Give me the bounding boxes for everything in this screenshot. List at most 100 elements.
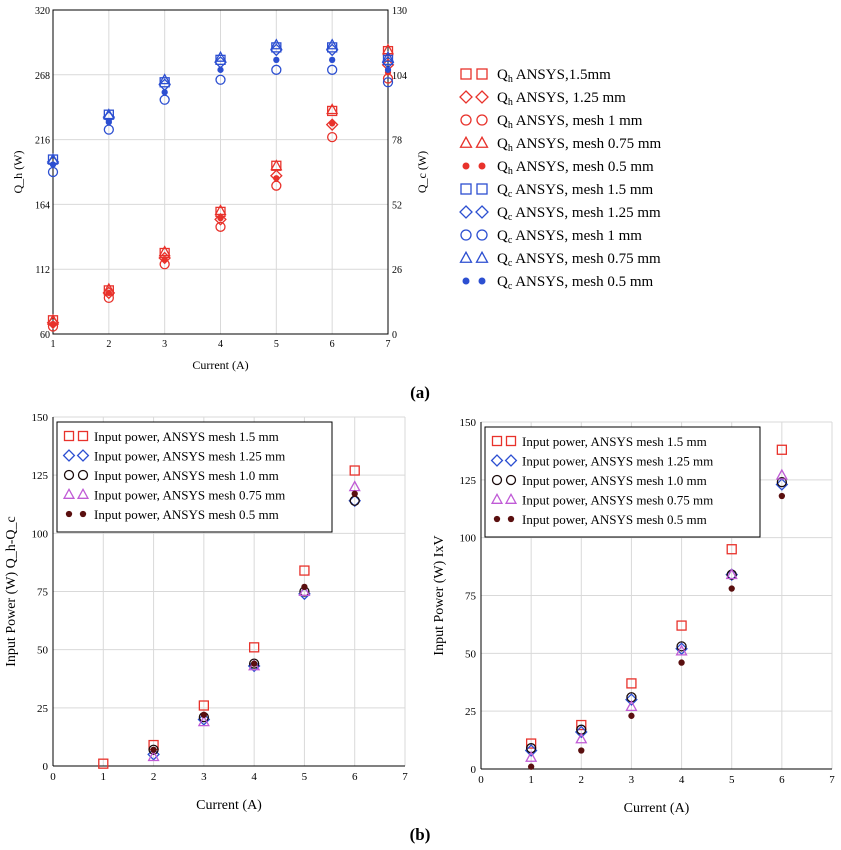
data-point-diamond (325, 118, 339, 131)
data-point-dot (578, 747, 585, 754)
x-tick-label: 5 (274, 339, 279, 350)
legend-entry-label: Input power, ANSYS mesh 1.25 mm (94, 449, 285, 464)
legend-marker-diamond (504, 454, 518, 467)
data-point-square (299, 565, 310, 576)
y-tick-label: 0 (43, 761, 49, 773)
legend-entry-label: Input power, ANSYS mesh 0.5 mm (522, 512, 707, 527)
y-left-tick-label: 320 (35, 6, 50, 17)
y-tick-label: 0 (471, 764, 477, 776)
y-right-tick-label: 52 (392, 200, 402, 211)
data-point-dot (105, 119, 112, 126)
data-point-triangle (147, 750, 160, 762)
data-point-square (327, 105, 338, 117)
data-point-triangle (348, 480, 361, 492)
data-point-dot (329, 120, 336, 127)
y-right-tick-label: 0 (392, 330, 397, 341)
data-point-dot (273, 175, 280, 182)
data-point-dot (217, 214, 224, 222)
data-point-circle (676, 641, 687, 652)
legend-marker-dot (493, 515, 501, 523)
legend-entry-label: Input power, ANSYS mesh 0.75 mm (522, 493, 713, 508)
data-point-diamond (214, 213, 227, 226)
data-point-diamond (675, 642, 688, 656)
x-tick-label: 3 (162, 339, 167, 350)
x-tick-label: 6 (352, 771, 358, 783)
legend-entry-label: Qc ANSYS, mesh 0.75 mm (497, 251, 661, 269)
data-point-diamond (574, 725, 588, 739)
y-tick-label: 75 (37, 587, 49, 599)
data-point-triangle (525, 750, 538, 762)
data-point-dot (150, 746, 157, 753)
x-tick-label: 7 (402, 771, 408, 783)
chart-b1: 0 1 2 3 4 5 6 7 0 25 50 75 100 125 150 Current (A) Input… (4, 412, 408, 813)
legend-entry-label: Qc ANSYS, mesh 1.25 mm (497, 205, 661, 223)
legend-marker-square (476, 68, 488, 80)
data-point-circle (776, 476, 788, 488)
data-point-dot (250, 660, 258, 667)
data-point-diamond (247, 659, 261, 673)
legend-entry-label: Input power, ANSYS mesh 1.25 mm (522, 454, 713, 469)
data-point-circle (327, 64, 338, 75)
data-point-dot (351, 490, 358, 497)
x-tick-label: 1 (101, 771, 107, 783)
legend-marker-triangle (62, 487, 76, 499)
legend-marker-triangle (76, 487, 90, 499)
data-point-square (726, 544, 737, 555)
legend-entry-label: Qh ANSYS, 1.25 mm (497, 90, 626, 108)
legend-marker-dot (462, 162, 470, 170)
legend-entry-label: Qc ANSYS, mesh 1.5 mm (497, 182, 653, 200)
data-point-square (576, 719, 587, 731)
legend-marker-diamond (475, 205, 489, 219)
data-point-square (98, 758, 109, 769)
legend-marker-dot (478, 162, 486, 170)
x-tick-label: 0 (50, 771, 56, 783)
data-point-triangle (298, 584, 311, 596)
data-point-triangle (214, 50, 227, 62)
chart-a: 1 2 3 4 5 6 7 60 112 164 216 268 320 0 26 52 78 104 130 Cur… (11, 6, 429, 372)
y-right-tick-label: 104 (392, 71, 407, 82)
y-tick-label: 150 (32, 412, 49, 424)
legend-marker-dot (462, 277, 470, 285)
data-point-triangle (326, 103, 339, 115)
legend-marker-circle (460, 114, 472, 126)
data-point-square (776, 444, 788, 455)
data-point-circle (215, 221, 226, 232)
y-tick-label: 50 (465, 648, 477, 660)
data-point-triangle (725, 568, 738, 580)
legend-marker-square (77, 430, 89, 442)
y-right-axis-label-a: Q_c (W) (415, 151, 429, 193)
x-axis-label: Current (A) (196, 798, 262, 813)
x-axis-label-a: Current (A) (192, 358, 248, 372)
panel-label-a: (a) (410, 383, 430, 402)
chart-b2: 0 1 2 3 4 5 6 7 0 25 50 75 100 125 150 Current (A) Input… (432, 417, 835, 816)
data-point-triangle (326, 38, 339, 50)
legend-marker-square (460, 183, 472, 195)
y-left-tick-label: 60 (40, 330, 50, 341)
panel-label-b: (b) (410, 825, 431, 844)
x-tick-label: 2 (106, 339, 111, 350)
legend-entry-label: Qc ANSYS, mesh 0.5 mm (497, 274, 653, 292)
y-tick-label: 75 (465, 591, 477, 603)
data-point-triangle (214, 204, 227, 216)
data-point-triangle (270, 38, 283, 50)
data-point-circle (215, 74, 226, 85)
data-point-circle (248, 658, 260, 669)
data-point-triangle (625, 700, 638, 712)
data-point-triangle (381, 43, 395, 55)
data-point-square (349, 465, 360, 476)
legend-entry-label: Qh ANSYS, mesh 1 mm (497, 113, 643, 131)
legend-marker-circle (476, 114, 488, 126)
data-point-diamond (197, 713, 211, 726)
x-tick-label: 6 (779, 774, 785, 786)
legend-marker-diamond (475, 90, 489, 104)
legend-marker-triangle (504, 492, 518, 504)
y-left-tick-label: 112 (35, 265, 50, 276)
legend-a: Qh ANSYS,1.5mm Qh ANSYS, 1.25 mm Qh ANSYS,… (459, 67, 662, 292)
x-tick-label: 5 (729, 774, 735, 786)
legend-marker-circle (77, 469, 89, 481)
data-point-dot (161, 89, 168, 96)
x-tick-label: 1 (528, 774, 534, 786)
y-right-tick-label: 78 (392, 136, 402, 147)
x-tick-label: 1 (51, 339, 56, 350)
data-point-dot (728, 585, 735, 592)
